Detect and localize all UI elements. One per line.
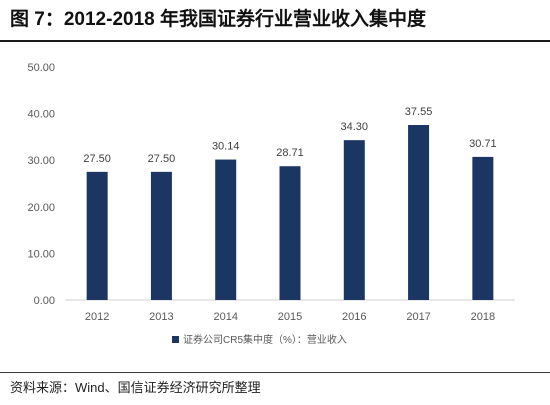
x-axis-tick-labels: 2012 2013 2014 2015 2016 2017 2018 [85,311,495,323]
data-labels: 27.50 27.50 30.14 28.71 34.30 37.55 30.71 [83,106,496,165]
source-rule [0,372,550,373]
x-tick-label: 2018 [471,311,495,323]
data-label: 28.71 [276,147,304,159]
data-label: 27.50 [148,153,176,165]
x-tick-label: 2016 [342,311,366,323]
y-tick-label: 10.00 [27,248,55,260]
x-tick-label: 2013 [149,311,173,323]
bar [215,159,237,300]
bars [86,125,494,300]
x-tick-label: 2014 [213,311,237,323]
y-axis-tick-labels: 0.00 10.00 20.00 30.00 40.00 50.00 [27,62,55,307]
data-label: 30.14 [212,141,240,153]
bar [408,125,430,300]
legend-swatch [172,336,179,343]
legend: 证券公司CR5集中度（%）：营业收入 [172,333,347,346]
source-note: 资料来源：Wind、国信证券经济研究所整理 [10,380,261,395]
x-tick-label: 2017 [406,311,430,323]
y-tick-label: 20.00 [27,202,55,214]
bar [472,156,494,300]
data-label: 30.71 [469,138,497,150]
data-label: 34.30 [341,121,369,133]
data-label: 37.55 [405,106,433,118]
data-label: 27.50 [83,153,111,165]
x-tick-label: 2015 [278,311,302,323]
title-rule [0,40,550,42]
bar [279,166,301,300]
bar [343,140,365,300]
y-tick-label: 40.00 [27,109,55,121]
y-tick-label: 0.00 [34,295,55,307]
y-tick-label: 30.00 [27,155,55,167]
legend-label: 证券公司CR5集中度（%）：营业收入 [183,333,347,346]
bar [150,171,172,300]
x-tick-label: 2012 [85,311,109,323]
y-tick-label: 50.00 [27,62,55,74]
figure-title: 图 7：2012-2018 年我国证券行业营业收入集中度 [10,9,426,30]
bar [86,171,108,300]
